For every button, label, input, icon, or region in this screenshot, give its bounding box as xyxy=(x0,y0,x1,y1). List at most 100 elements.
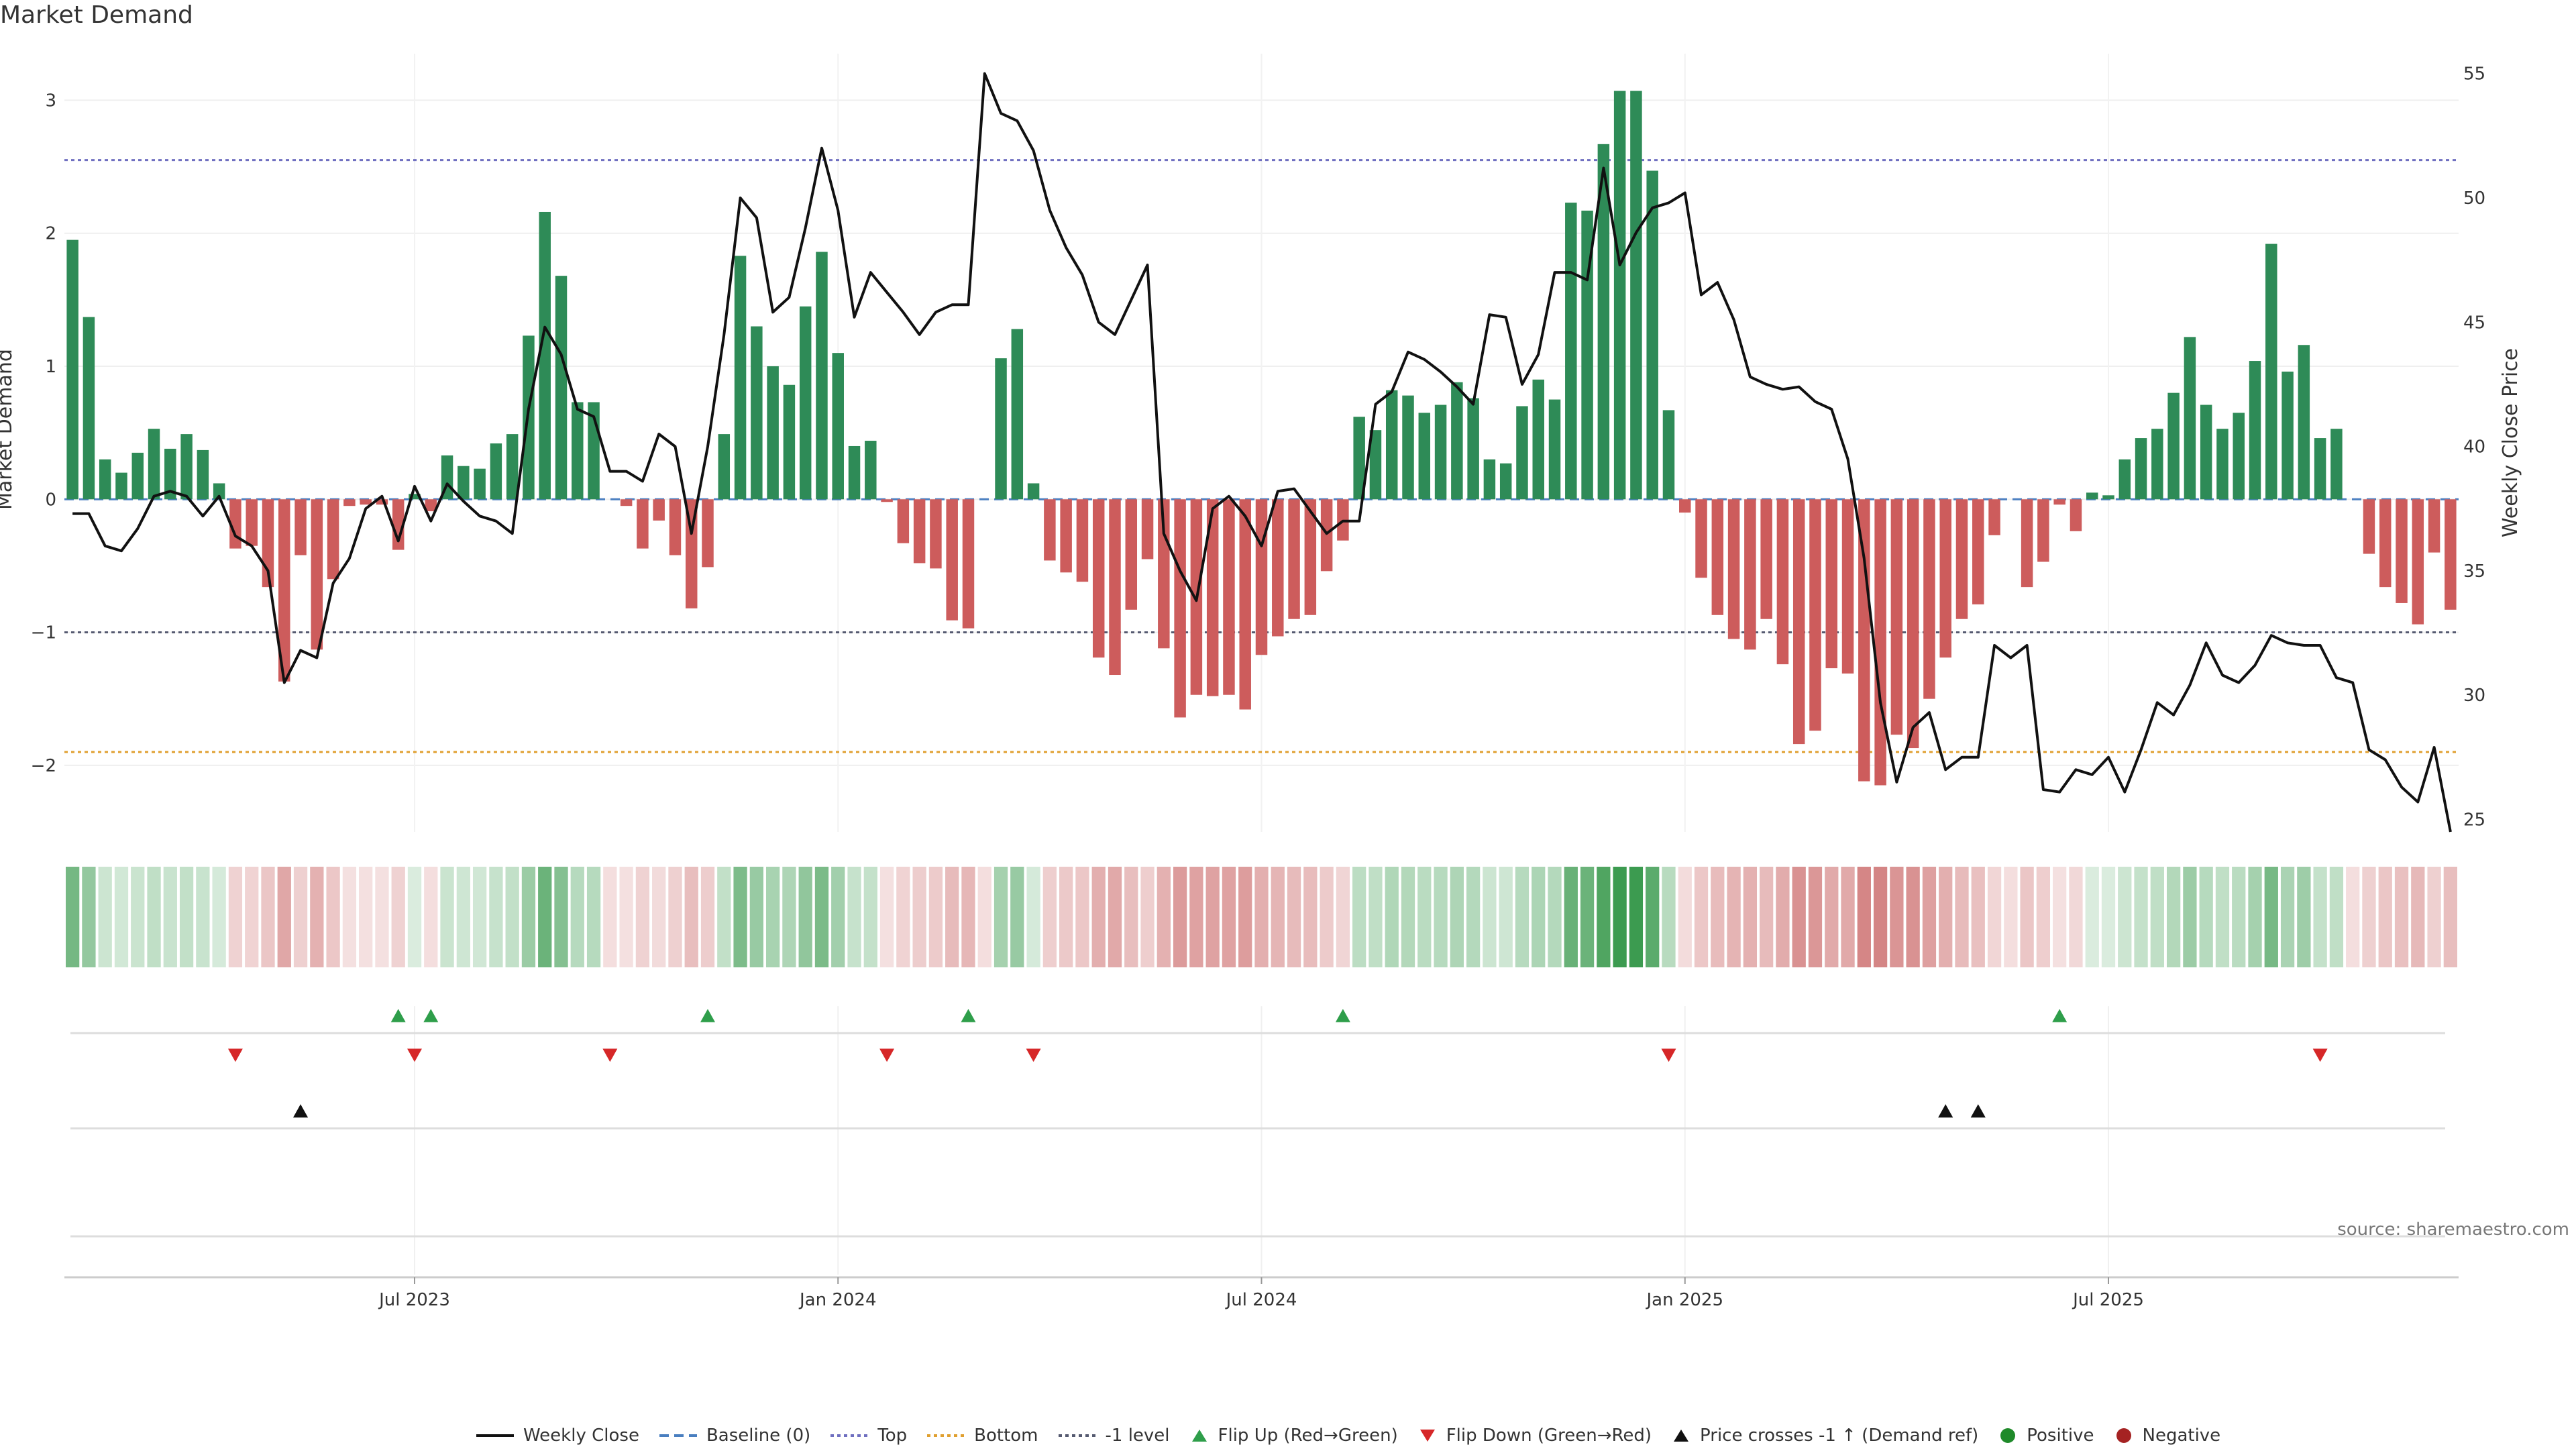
heat-cell xyxy=(2394,867,2409,967)
heat-cell xyxy=(538,867,552,967)
demand-bar xyxy=(1630,91,1642,500)
demand-bar xyxy=(1972,499,1984,604)
legend-item: Flip Down (Green→Red) xyxy=(1418,1426,1652,1446)
demand-bar xyxy=(1353,417,1365,500)
demand-bar xyxy=(572,402,584,500)
legend-swatch xyxy=(659,1434,697,1437)
demand-bar xyxy=(1516,406,1528,500)
heat-cell xyxy=(2004,867,2018,967)
heat-cell xyxy=(814,867,829,967)
demand-bar xyxy=(1076,499,1089,582)
grid-lines xyxy=(64,54,2459,1275)
demand-bar xyxy=(327,499,339,580)
x-tick-label: Jul 2025 xyxy=(2072,1290,2144,1310)
heat-cell xyxy=(1140,867,1155,967)
heat-cell xyxy=(749,867,763,967)
legend-swatch-circle xyxy=(2000,1428,2016,1443)
flip-down-marker xyxy=(1026,1049,1041,1062)
heat-cell xyxy=(1385,867,1399,967)
heat-cell xyxy=(2329,867,2344,967)
heat-cell xyxy=(945,867,959,967)
demand-bar xyxy=(1239,499,1251,710)
heat-cell xyxy=(2053,867,2067,967)
demand-bar xyxy=(1532,379,1544,500)
heat-cell xyxy=(1059,867,1073,967)
demand-bar xyxy=(1158,499,1170,649)
legend-label: -1 level xyxy=(1105,1426,1170,1446)
heat-cell xyxy=(2264,867,2278,967)
demand-bar xyxy=(1597,144,1610,500)
demand-bar xyxy=(1304,499,1317,615)
heat-cell xyxy=(2036,867,2051,967)
heat-cell xyxy=(2362,867,2376,967)
heat-cell xyxy=(1776,867,1790,967)
legend-swatch xyxy=(1191,1430,1207,1442)
demand-bar xyxy=(865,441,877,500)
price-line xyxy=(72,72,2452,833)
demand-bar xyxy=(1125,499,1138,610)
heat-cell xyxy=(1010,867,1024,967)
heat-cell xyxy=(2199,867,2213,967)
heat-cell xyxy=(1564,867,1578,967)
demand-bar xyxy=(1907,499,1919,749)
demand-bar xyxy=(2200,405,2212,500)
demand-bar xyxy=(2118,459,2131,500)
demand-bar xyxy=(1402,395,1414,500)
demand-bar xyxy=(229,499,241,549)
heat-cell xyxy=(2069,867,2083,967)
demand-bar xyxy=(180,434,193,500)
demand-bar xyxy=(1565,203,1577,500)
demand-bar xyxy=(1369,430,1382,500)
heat-cell xyxy=(1401,867,1415,967)
heat-cell xyxy=(1287,867,1301,967)
legend-item: Weekly Close xyxy=(476,1426,639,1446)
legend-label: Baseline (0) xyxy=(706,1426,811,1446)
y-right-tick-label: 40 xyxy=(2463,437,2485,458)
heat-cell xyxy=(114,867,129,967)
heat-cell xyxy=(2215,867,2230,967)
heat-cell xyxy=(2101,867,2116,967)
heat-cell xyxy=(847,867,861,967)
y-left-tick-label: 1 xyxy=(45,357,56,377)
demand-bar xyxy=(2314,438,2326,500)
price-cross-marker xyxy=(293,1104,309,1118)
heat-cell xyxy=(2378,867,2392,967)
demand-bar xyxy=(555,276,568,500)
heat-cell xyxy=(798,867,812,967)
heat-cell xyxy=(2118,867,2132,967)
heat-cell xyxy=(489,867,503,967)
demand-bar xyxy=(1109,499,1121,676)
y-right-tick-label: 30 xyxy=(2463,686,2485,706)
legend-swatch xyxy=(2000,1428,2016,1443)
demand-bar xyxy=(1223,499,1235,695)
heat-cell xyxy=(1417,867,1432,967)
heat-cell xyxy=(652,867,666,967)
heat-cell xyxy=(2134,867,2148,967)
heat-cell xyxy=(310,867,324,967)
demand-bar xyxy=(1451,382,1463,500)
legend-item: Top xyxy=(830,1426,907,1446)
heat-cell xyxy=(1515,867,1529,967)
legend-swatch xyxy=(476,1434,514,1437)
heat-cell xyxy=(863,867,877,967)
heat-cell xyxy=(1271,867,1285,967)
demand-bar xyxy=(1955,499,1968,619)
demand-bars xyxy=(66,91,2457,786)
heat-cell xyxy=(1662,867,1676,967)
demand-bar xyxy=(1581,210,1593,500)
heat-cell xyxy=(228,867,243,967)
y-right-tick-label: 25 xyxy=(2463,810,2485,830)
demand-bar xyxy=(490,443,502,500)
demand-bar xyxy=(2412,499,2424,625)
demand-bar xyxy=(115,472,127,500)
demand-bar xyxy=(718,434,731,500)
demand-bar xyxy=(1418,413,1431,500)
demand-bar xyxy=(294,499,307,555)
demand-bar xyxy=(213,483,225,500)
x-tick-label: Jan 2025 xyxy=(1645,1290,1723,1310)
legend-item: Bottom xyxy=(927,1426,1038,1446)
flip-up-marker xyxy=(423,1009,439,1022)
demand-bar xyxy=(1646,170,1658,500)
heat-cell xyxy=(375,867,389,967)
heat-cell xyxy=(570,867,584,967)
